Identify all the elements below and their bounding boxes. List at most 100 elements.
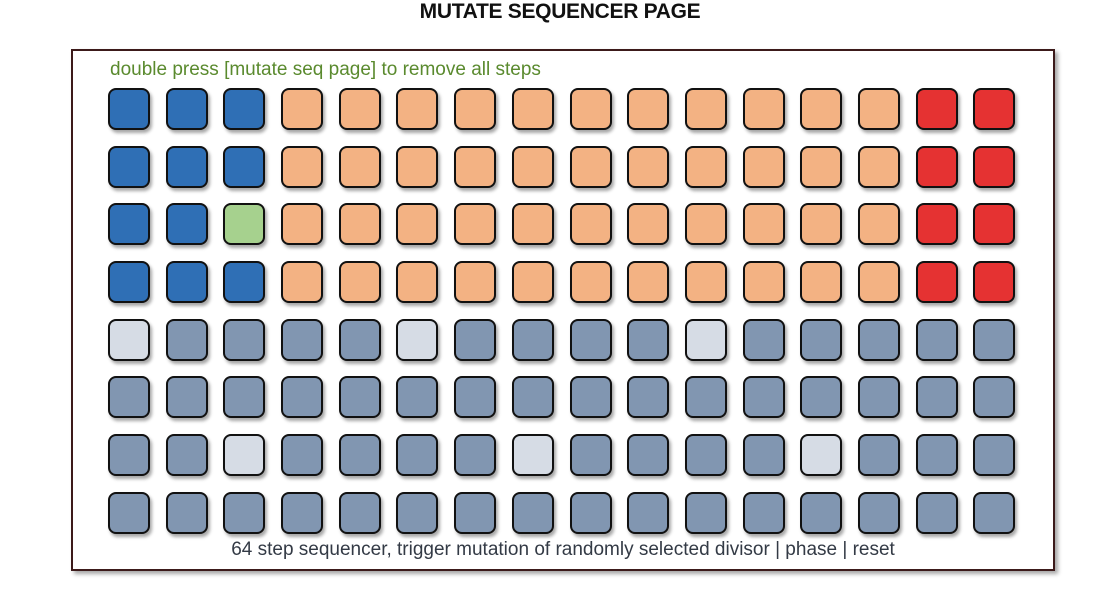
slate-pad-r8-c14[interactable] bbox=[857, 491, 900, 534]
slate-pad-r5-c13[interactable] bbox=[800, 318, 843, 361]
orange-pad-r1-c10[interactable] bbox=[627, 88, 670, 130]
slate-pad-r8-c12[interactable] bbox=[742, 491, 785, 534]
slate-pad-r8-c5[interactable] bbox=[338, 491, 381, 534]
slate-pad-r6-c8[interactable] bbox=[511, 376, 554, 419]
red-pad-r1-c15[interactable] bbox=[915, 88, 958, 130]
slate-pad-r8-c9[interactable] bbox=[569, 491, 612, 534]
light-pad-r7-c13[interactable] bbox=[800, 434, 843, 477]
slate-pad-r7-c5[interactable] bbox=[338, 434, 381, 477]
orange-pad-r1-c8[interactable] bbox=[511, 88, 554, 130]
orange-pad-r2-c5[interactable] bbox=[338, 145, 381, 188]
orange-pad-r4-c14[interactable] bbox=[857, 261, 900, 304]
orange-pad-r4-c8[interactable] bbox=[511, 261, 554, 304]
orange-pad-r2-c12[interactable] bbox=[742, 145, 785, 188]
red-pad-r2-c16[interactable] bbox=[973, 145, 1016, 188]
slate-pad-r5-c10[interactable] bbox=[627, 318, 670, 361]
slate-pad-r7-c7[interactable] bbox=[454, 434, 497, 477]
orange-pad-r4-c11[interactable] bbox=[684, 261, 727, 304]
blue-pad-r1-c2[interactable] bbox=[165, 88, 208, 130]
blue-pad-r2-c1[interactable] bbox=[108, 145, 150, 188]
orange-pad-r4-c10[interactable] bbox=[627, 261, 670, 304]
blue-pad-r1-c1[interactable] bbox=[108, 88, 150, 130]
blue-pad-r4-c3[interactable] bbox=[223, 261, 266, 304]
slate-pad-r8-c11[interactable] bbox=[684, 491, 727, 534]
slate-pad-r8-c6[interactable] bbox=[396, 491, 439, 534]
slate-pad-r7-c1[interactable] bbox=[108, 434, 150, 477]
orange-pad-r1-c5[interactable] bbox=[338, 88, 381, 130]
slate-pad-r7-c4[interactable] bbox=[281, 434, 324, 477]
orange-pad-r4-c5[interactable] bbox=[338, 261, 381, 304]
light-pad-r5-c11[interactable] bbox=[684, 318, 727, 361]
blue-pad-r4-c1[interactable] bbox=[108, 261, 150, 304]
orange-pad-r3-c10[interactable] bbox=[627, 203, 670, 246]
orange-pad-r2-c4[interactable] bbox=[281, 145, 324, 188]
slate-pad-r5-c16[interactable] bbox=[973, 318, 1016, 361]
blue-pad-r3-c2[interactable] bbox=[165, 203, 208, 246]
orange-pad-r1-c14[interactable] bbox=[857, 88, 900, 130]
slate-pad-r5-c5[interactable] bbox=[338, 318, 381, 361]
orange-pad-r3-c7[interactable] bbox=[454, 203, 497, 246]
slate-pad-r5-c9[interactable] bbox=[569, 318, 612, 361]
slate-pad-r5-c14[interactable] bbox=[857, 318, 900, 361]
orange-pad-r4-c13[interactable] bbox=[800, 261, 843, 304]
slate-pad-r6-c14[interactable] bbox=[857, 376, 900, 419]
slate-pad-r6-c13[interactable] bbox=[800, 376, 843, 419]
orange-pad-r2-c8[interactable] bbox=[511, 145, 554, 188]
orange-pad-r3-c8[interactable] bbox=[511, 203, 554, 246]
orange-pad-r3-c13[interactable] bbox=[800, 203, 843, 246]
slate-pad-r8-c15[interactable] bbox=[915, 491, 958, 534]
orange-pad-r3-c9[interactable] bbox=[569, 203, 612, 246]
blue-pad-r4-c2[interactable] bbox=[165, 261, 208, 304]
orange-pad-r3-c11[interactable] bbox=[684, 203, 727, 246]
orange-pad-r3-c12[interactable] bbox=[742, 203, 785, 246]
orange-pad-r3-c4[interactable] bbox=[281, 203, 324, 246]
light-pad-r7-c3[interactable] bbox=[223, 434, 266, 477]
orange-pad-r2-c7[interactable] bbox=[454, 145, 497, 188]
slate-pad-r6-c11[interactable] bbox=[684, 376, 727, 419]
orange-pad-r1-c4[interactable] bbox=[281, 88, 324, 130]
slate-pad-r6-c5[interactable] bbox=[338, 376, 381, 419]
light-pad-r5-c1[interactable] bbox=[108, 318, 150, 361]
orange-pad-r3-c14[interactable] bbox=[857, 203, 900, 246]
slate-pad-r6-c7[interactable] bbox=[454, 376, 497, 419]
slate-pad-r5-c7[interactable] bbox=[454, 318, 497, 361]
blue-pad-r2-c3[interactable] bbox=[223, 145, 266, 188]
slate-pad-r5-c15[interactable] bbox=[915, 318, 958, 361]
orange-pad-r2-c14[interactable] bbox=[857, 145, 900, 188]
orange-pad-r4-c9[interactable] bbox=[569, 261, 612, 304]
orange-pad-r2-c9[interactable] bbox=[569, 145, 612, 188]
red-pad-r1-c16[interactable] bbox=[973, 88, 1016, 130]
blue-pad-r3-c1[interactable] bbox=[108, 203, 150, 246]
slate-pad-r8-c13[interactable] bbox=[800, 491, 843, 534]
slate-pad-r8-c7[interactable] bbox=[454, 491, 497, 534]
slate-pad-r6-c6[interactable] bbox=[396, 376, 439, 419]
slate-pad-r5-c3[interactable] bbox=[223, 318, 266, 361]
orange-pad-r2-c11[interactable] bbox=[684, 145, 727, 188]
slate-pad-r7-c6[interactable] bbox=[396, 434, 439, 477]
orange-pad-r1-c9[interactable] bbox=[569, 88, 612, 130]
slate-pad-r6-c1[interactable] bbox=[108, 376, 150, 419]
orange-pad-r4-c7[interactable] bbox=[454, 261, 497, 304]
red-pad-r4-c15[interactable] bbox=[915, 261, 958, 304]
red-pad-r4-c16[interactable] bbox=[973, 261, 1016, 304]
orange-pad-r1-c6[interactable] bbox=[396, 88, 439, 130]
orange-pad-r3-c6[interactable] bbox=[396, 203, 439, 246]
orange-pad-r4-c12[interactable] bbox=[742, 261, 785, 304]
slate-pad-r5-c12[interactable] bbox=[742, 318, 785, 361]
orange-pad-r4-c4[interactable] bbox=[281, 261, 324, 304]
slate-pad-r6-c15[interactable] bbox=[915, 376, 958, 419]
orange-pad-r2-c6[interactable] bbox=[396, 145, 439, 188]
slate-pad-r7-c9[interactable] bbox=[569, 434, 612, 477]
blue-pad-r1-c3[interactable] bbox=[223, 88, 266, 130]
orange-pad-r3-c5[interactable] bbox=[338, 203, 381, 246]
slate-pad-r8-c16[interactable] bbox=[973, 491, 1016, 534]
green-pad-r3-c3[interactable] bbox=[223, 203, 266, 246]
orange-pad-r4-c6[interactable] bbox=[396, 261, 439, 304]
slate-pad-r6-c16[interactable] bbox=[973, 376, 1016, 419]
slate-pad-r5-c4[interactable] bbox=[281, 318, 324, 361]
orange-pad-r1-c13[interactable] bbox=[800, 88, 843, 130]
orange-pad-r1-c7[interactable] bbox=[454, 88, 497, 130]
slate-pad-r6-c9[interactable] bbox=[569, 376, 612, 419]
slate-pad-r7-c15[interactable] bbox=[915, 434, 958, 477]
blue-pad-r2-c2[interactable] bbox=[165, 145, 208, 188]
